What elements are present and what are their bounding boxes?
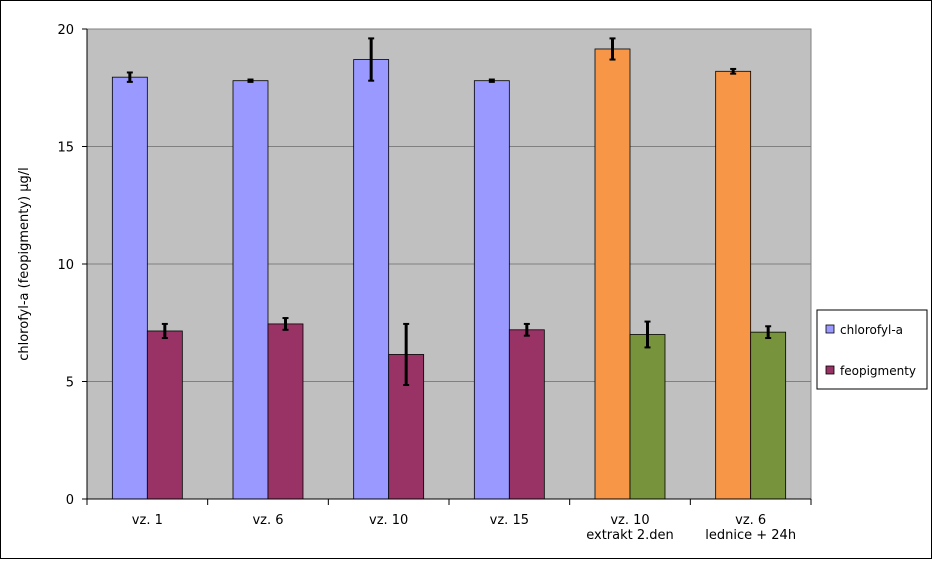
x-tick-label-5-1: lednice + 24h [705,528,796,543]
y-tick-label-20: 20 [57,23,74,38]
x-tick-label-3-0: vz. 15 [490,513,529,528]
legend-box [816,309,928,390]
bar-feopigmenty-4 [629,334,666,500]
y-tick-label-15: 15 [57,141,74,156]
bar-feopigmenty-1 [267,323,304,500]
bar-chlorofyl-a-5 [715,70,752,500]
x-tick-label-0-0: vz. 1 [132,513,163,528]
legend-swatch-feopigmenty [825,365,835,375]
y-axis-title: chlorofyl-a (feopigmenty) µg/l [17,167,32,361]
bar-chlorofyl-a-1 [232,80,269,500]
bar-chlorofyl-a-2 [353,59,390,500]
bar-feopigmenty-0 [146,330,183,500]
error-bars [126,37,772,387]
x-tick-label-4-0: vz. 10 [610,513,649,528]
gridlines [87,28,811,382]
y-tick-label-0: 0 [66,493,74,508]
bar-feopigmenty-5 [750,331,787,500]
legend-label-chlorofyl-a: chlorofyl-a [840,323,903,337]
x-tick-label-5-0: vz. 6 [735,513,766,528]
y-tick-label-5: 5 [66,376,74,391]
bar-chlorofyl-a-0 [111,76,148,500]
x-tick-label-1-0: vz. 6 [252,513,283,528]
y-tick-label-10: 10 [57,258,74,273]
legend: chlorofyl-a feopigmenty [816,309,928,390]
x-tick-label-2-0: vz. 10 [369,513,408,528]
bars [111,48,787,500]
legend-swatch-chlorofyl-a [825,324,835,334]
x-tick-label-4-1: extrakt 2.den [586,528,674,543]
bar-feopigmenty-3 [508,329,545,500]
bar-chlorofyl-a-3 [473,80,510,500]
bar-chlorofyl-a-4 [594,48,631,500]
legend-label-feopigmenty: feopigmenty [840,364,916,378]
